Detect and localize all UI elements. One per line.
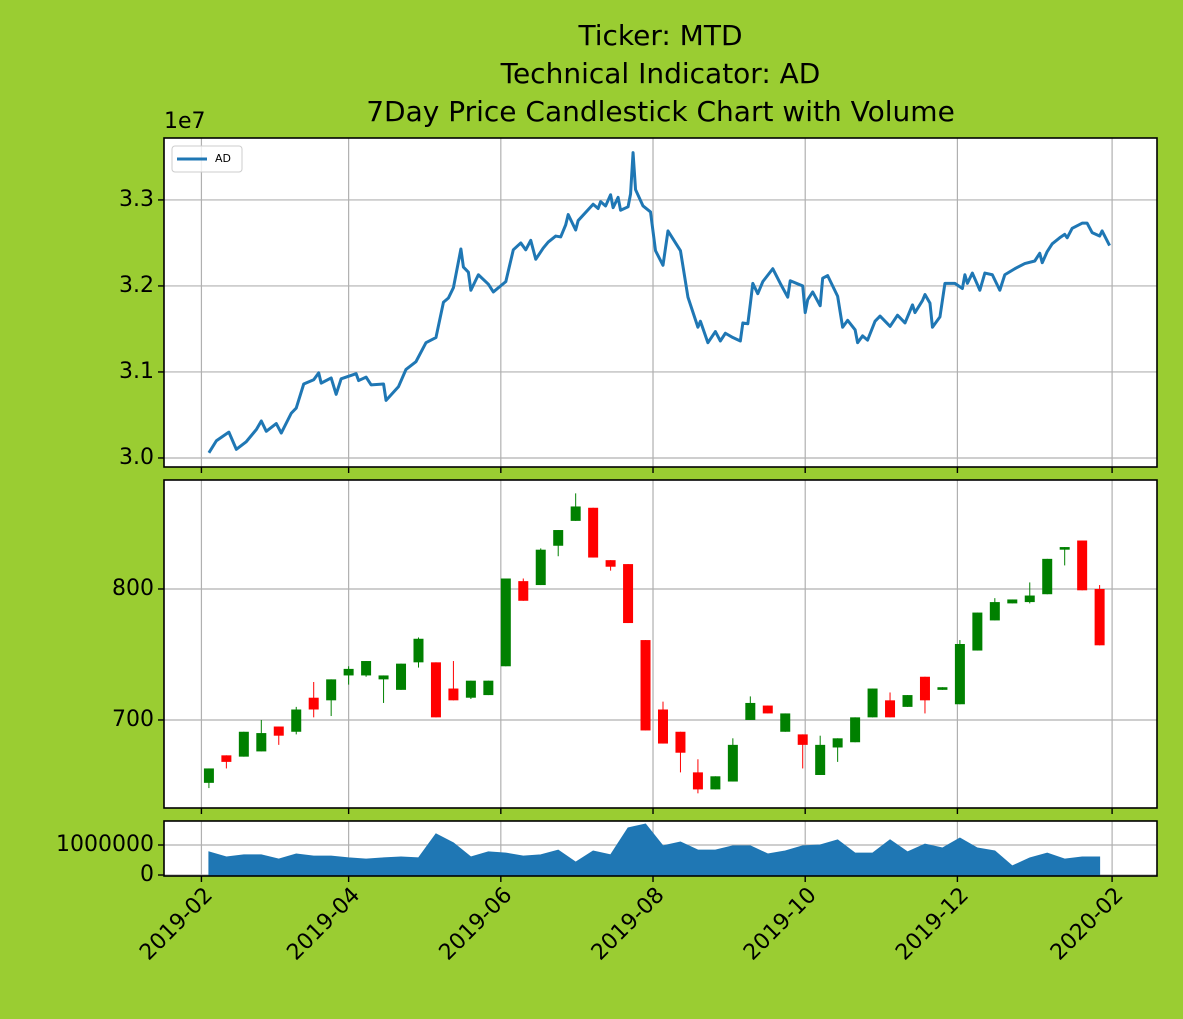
candle-body (867, 688, 878, 718)
candle-body (710, 776, 721, 790)
candle-body (989, 602, 1000, 621)
y-tick-label: 3.2 (119, 273, 154, 298)
candle-body (675, 731, 686, 753)
ad-line (207, 151, 1111, 454)
axes-frame (163, 137, 1158, 468)
candle-body (535, 549, 546, 586)
candle-body (902, 695, 913, 707)
plot-area (164, 138, 1157, 467)
candle-body (850, 717, 861, 743)
candle-body (203, 768, 214, 783)
axes-frame (163, 479, 1158, 809)
y-tick-label: 1000000 (56, 832, 154, 857)
candle-body (745, 702, 756, 720)
candle-body (919, 676, 930, 701)
candle-body (972, 612, 983, 651)
candle-body (465, 680, 476, 698)
chart-title: Ticker: MTD (577, 19, 742, 52)
y-tick-label: 0 (140, 862, 154, 887)
y-offset-label: 1e7 (164, 109, 206, 134)
candle-body (430, 662, 441, 718)
candle-body (343, 668, 354, 676)
marks (203, 493, 1105, 794)
candle-body (483, 680, 494, 696)
plot-area (164, 480, 1157, 808)
candle-body (692, 772, 703, 790)
candle-body (1059, 547, 1070, 550)
candle-body (361, 661, 372, 676)
candle-body (500, 578, 511, 667)
y-tick-label: 3.3 (119, 187, 154, 212)
candle-body (605, 560, 616, 567)
candle-body (780, 713, 791, 732)
chart-title: 7Day Price Candlestick Chart with Volume (366, 95, 955, 128)
candle-body (553, 530, 564, 546)
candle-body (1094, 588, 1105, 646)
candle-body (623, 564, 634, 624)
candle-body (518, 581, 529, 601)
candle-body (885, 700, 896, 718)
candle-body (1007, 599, 1018, 604)
candle-body (273, 726, 284, 736)
y-tick-label: 800 (112, 576, 154, 601)
legend-label: AD (215, 152, 231, 165)
candle-body (570, 506, 581, 521)
marks (208, 823, 1101, 876)
candle-body (588, 507, 599, 558)
candle-body (954, 644, 965, 705)
candle-body (640, 640, 651, 731)
panel: 3.0 3.1 3.2 3.3 1e7 Ticker: MTD Technical Indi… (119, 19, 1158, 473)
candle-body (326, 679, 337, 701)
candle-body (291, 709, 302, 732)
candle-body (1077, 540, 1088, 591)
candle-body (221, 755, 232, 762)
candle-body (832, 738, 843, 748)
candle-body (238, 731, 249, 757)
marks (207, 151, 1111, 454)
y-tick-label: 3.0 (119, 445, 154, 470)
candle-body (815, 744, 826, 775)
candle-body (1042, 558, 1053, 595)
candle-body (657, 709, 668, 744)
candle-body (797, 734, 808, 745)
candle-body (378, 675, 389, 680)
candle-body (413, 638, 424, 663)
candle-body (448, 688, 459, 701)
candle-body (937, 687, 948, 690)
y-tick-label: 700 (112, 707, 154, 732)
candle-body (256, 733, 267, 752)
candle-body (727, 744, 738, 782)
volume-area (208, 823, 1101, 876)
panel: 700 800 (112, 479, 1158, 814)
candle-body (1024, 595, 1035, 603)
y-tick-label: 3.1 (119, 359, 154, 384)
axes-frame (163, 820, 1158, 877)
candle-body (308, 697, 319, 710)
candle-body (396, 663, 407, 690)
candle-body (762, 705, 773, 714)
chart-title: Technical Indicator: AD (500, 57, 821, 90)
